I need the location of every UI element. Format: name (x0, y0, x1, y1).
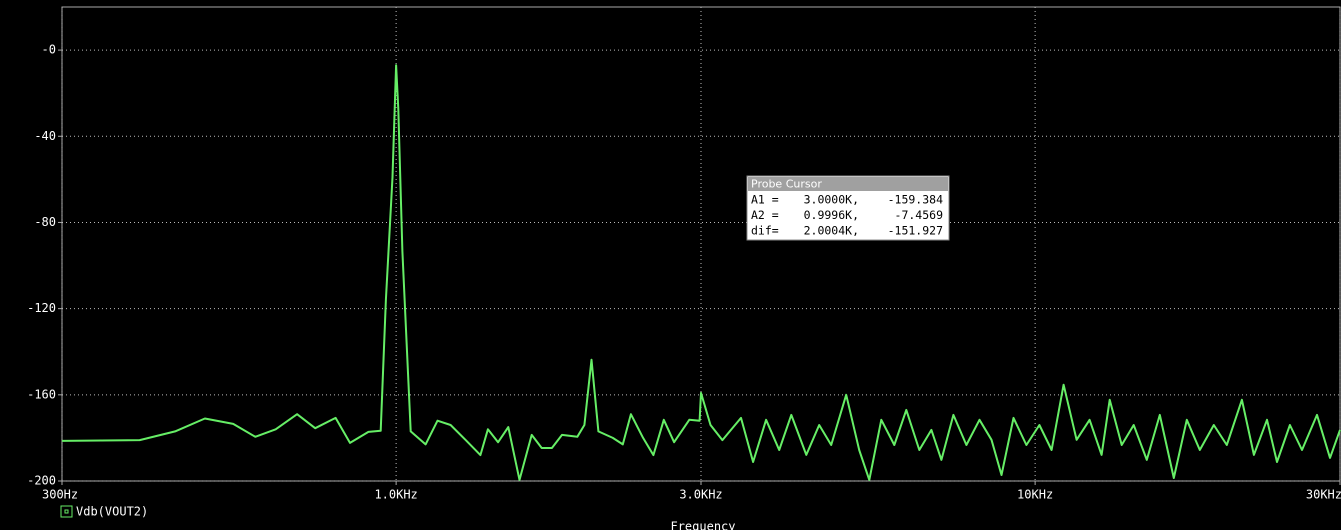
legend-icon (60, 505, 73, 518)
y-tick-label: -80 (34, 215, 56, 229)
y-tick-label: -160 (27, 387, 56, 401)
legend-label: Vdb(VOUT2) (76, 505, 148, 519)
cursor-value: A2 = (751, 208, 779, 222)
cursor-value: 2.0004K, (804, 224, 859, 238)
cursor-value: 0.9996K, (804, 208, 859, 222)
cursor-title: Probe Cursor (751, 178, 822, 191)
cursor-value: -7.4569 (895, 208, 944, 222)
probe-cursor: Probe Cursor A1 = 3.0000K, -159.384 A2 = 0.99… (746, 175, 950, 241)
cursor-value: A1 = (751, 193, 779, 207)
y-tick-label: -0 (42, 43, 56, 57)
cursor-value: -159.384 (888, 193, 943, 207)
x-tick-label: 10KHz (1017, 488, 1053, 502)
x-tick-label: 3.0KHz (679, 488, 722, 502)
cursor-titlebar (748, 177, 948, 191)
x-tick-label: 30KHz (1306, 488, 1341, 502)
legend-icon-marker (64, 509, 69, 514)
x-axis-label: Frequency (670, 520, 735, 530)
cursor-value: 3.0000K, (804, 193, 859, 207)
y-tick-label: -40 (34, 129, 56, 143)
y-tick-label: -120 (27, 301, 56, 315)
cursor-value: -151.927 (888, 224, 943, 238)
x-tick-label: 300Hz (42, 488, 78, 502)
y-tick-label: -200 (27, 474, 56, 488)
x-tick-label: 1.0KHz (374, 488, 417, 502)
cursor-value: dif= (751, 224, 779, 238)
series-line (61, 64, 1341, 481)
